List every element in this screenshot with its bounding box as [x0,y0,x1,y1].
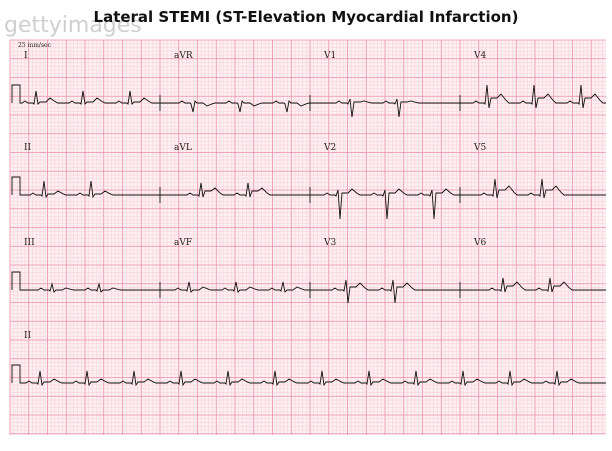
lead-label: II [24,331,32,341]
title: Lateral STEMI (ST-Elevation Myocardial I… [94,8,519,26]
ecg-trace [460,178,606,199]
traces [11,84,606,387]
ecg-trace [160,100,310,113]
lead-label: V3 [323,238,336,248]
ecg-trace [310,98,460,118]
lead-label: V1 [323,51,336,61]
lead-label: aVL [174,143,192,153]
ecg-trace [11,271,160,293]
lead-label: I [24,51,28,61]
lead-label: aVR [174,51,193,61]
lead-label: V2 [323,143,336,153]
ecg-trace [160,182,310,198]
ecg-trace [11,364,606,387]
ecg-trace [460,84,606,109]
speed-label: 25 mm/sec [18,42,52,49]
grid [9,39,606,435]
lead-label: V6 [473,238,486,248]
ecg-trace [11,84,160,105]
grid-paper [10,40,606,435]
lead-label: V4 [473,51,486,61]
lead-label: V5 [473,143,486,153]
watermark: gettyimages [4,13,142,38]
lead-label: III [24,238,35,248]
ecg-trace [310,188,460,220]
lead-label: aVF [174,238,192,248]
ecg-trace [11,176,160,199]
lead-label: II [24,143,32,153]
ecg-trace [460,277,606,293]
ecg-trace [310,279,460,304]
ecg-trace [160,281,310,293]
